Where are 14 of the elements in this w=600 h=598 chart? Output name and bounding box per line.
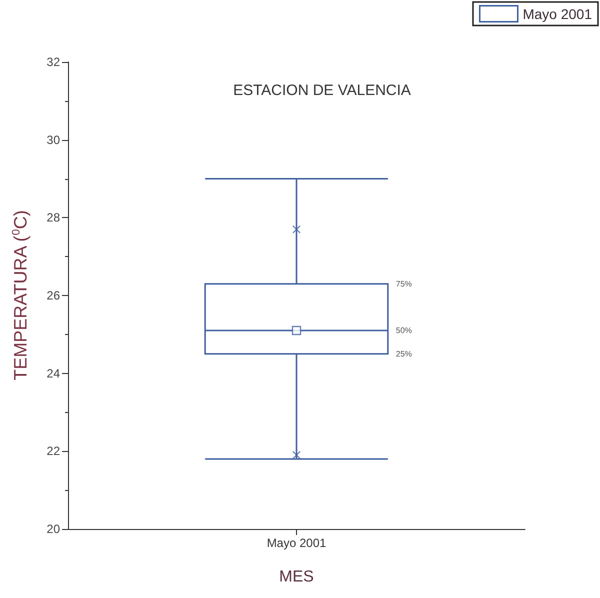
y-tick-label: 26 (46, 288, 60, 302)
legend-label: Mayo 2001 (522, 6, 592, 22)
annotation: 75% (396, 279, 412, 288)
y-tick-label: 24 (46, 366, 60, 380)
y-tick-label: 20 (46, 522, 60, 536)
y-tick-label: 32 (46, 55, 60, 69)
y-tick-label: 28 (46, 210, 60, 225)
annotation: 50% (396, 326, 412, 336)
annotation: 25% (396, 349, 412, 358)
y-tick-label: 30 (46, 132, 60, 147)
text: ESTACION DE VALENCIA (233, 82, 411, 99)
x-axis-title: MES (279, 568, 314, 586)
y-tick-label: 22 (46, 444, 60, 458)
y-axis-title: TEMPERATURA (0C) (10, 210, 30, 380)
